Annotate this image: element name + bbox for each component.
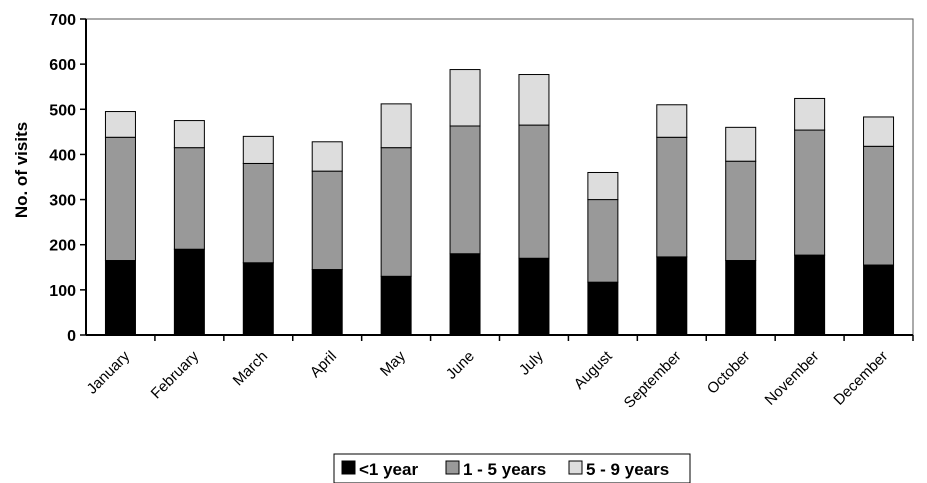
y-axis-ticks: 0 100 200 300 400 500 600 700 bbox=[49, 12, 86, 345]
y-tick-label: 300 bbox=[49, 193, 76, 210]
bar-segment-under-1-year bbox=[518, 257, 550, 336]
y-tick-label: 500 bbox=[49, 102, 76, 119]
bar-segment-under-1-year bbox=[311, 269, 343, 336]
bar-segment-5-9-years bbox=[518, 74, 550, 126]
legend-box bbox=[333, 453, 691, 483]
y-tick-label: 700 bbox=[49, 12, 76, 29]
bar-segment-1-5-years bbox=[449, 125, 481, 255]
legend-swatch bbox=[341, 460, 356, 475]
bar-segment-5-9-years bbox=[104, 111, 136, 138]
y-tick-label: 600 bbox=[49, 57, 76, 74]
bar-segment-5-9-years bbox=[587, 171, 619, 201]
y-tick-label: 100 bbox=[49, 283, 76, 300]
bar-segment-under-1-year bbox=[173, 248, 205, 336]
bar-segment-under-1-year bbox=[449, 253, 481, 336]
bar-segment-5-9-years bbox=[863, 116, 895, 147]
bar-segment-under-1-year bbox=[242, 262, 274, 336]
bar-segment-1-5-years bbox=[656, 136, 688, 258]
x-tick-label: July bbox=[516, 347, 547, 378]
bar-segment-1-5-years bbox=[104, 136, 136, 262]
bar-segment-under-1-year bbox=[725, 260, 757, 336]
bar-segment-under-1-year bbox=[863, 264, 895, 336]
x-tick-label: October bbox=[704, 348, 754, 398]
bar-segment-1-5-years bbox=[380, 147, 412, 277]
x-tick-label: January bbox=[84, 347, 134, 397]
bar-segment-1-5-years bbox=[863, 145, 895, 266]
bar-segment-5-9-years bbox=[242, 135, 274, 164]
bar-segment-5-9-years bbox=[656, 104, 688, 138]
legend-swatch bbox=[568, 460, 583, 475]
x-tick-label: December bbox=[830, 348, 891, 409]
bar-segment-1-5-years bbox=[311, 170, 343, 271]
bar-segment-under-1-year bbox=[656, 256, 688, 336]
x-tick-label: September bbox=[621, 348, 685, 412]
x-tick-label: March bbox=[230, 348, 271, 389]
bar-segment-5-9-years bbox=[449, 69, 481, 127]
x-tick-label: May bbox=[377, 347, 409, 379]
x-tick-label: April bbox=[307, 348, 340, 381]
y-tick-label: 0 bbox=[67, 328, 76, 345]
y-tick-label: 200 bbox=[49, 238, 76, 255]
bar-segment-under-1-year bbox=[104, 260, 136, 336]
y-tick-label: 400 bbox=[49, 147, 76, 164]
bar-segment-5-9-years bbox=[380, 103, 412, 149]
x-tick-label: June bbox=[443, 348, 478, 383]
bar-segment-5-9-years bbox=[794, 97, 826, 131]
plot-area-border bbox=[85, 18, 914, 336]
bar-segment-1-5-years bbox=[242, 162, 274, 264]
bar-segment-5-9-years bbox=[311, 141, 343, 172]
x-axis-labels: January February March April May June July Augu… bbox=[84, 335, 914, 412]
bar-segment-1-5-years bbox=[587, 199, 619, 283]
bar-segment-1-5-years bbox=[725, 160, 757, 262]
legend-label: <1 year bbox=[359, 460, 418, 479]
y-axis-title: No. of visits bbox=[12, 122, 31, 218]
plot-frame bbox=[85, 18, 914, 336]
legend: <1 year 1 - 5 years 5 - 9 years bbox=[333, 453, 691, 483]
bar-segment-5-9-years bbox=[725, 126, 757, 162]
x-tick-label: November bbox=[761, 348, 822, 409]
bar-segment-under-1-year bbox=[380, 275, 412, 336]
legend-swatch bbox=[445, 460, 460, 475]
bar-segment-under-1-year bbox=[587, 281, 619, 336]
bar-segment-1-5-years bbox=[173, 147, 205, 250]
bars bbox=[104, 69, 895, 336]
x-tick-label: August bbox=[571, 347, 617, 393]
legend-label: 1 - 5 years bbox=[463, 460, 546, 479]
bar-segment-under-1-year bbox=[794, 254, 826, 336]
bar-segment-1-5-years bbox=[518, 124, 550, 259]
bar-segment-1-5-years bbox=[794, 129, 826, 256]
legend-label: 5 - 9 years bbox=[586, 460, 669, 479]
x-tick-label: February bbox=[148, 347, 203, 402]
bar-segment-5-9-years bbox=[173, 120, 205, 149]
